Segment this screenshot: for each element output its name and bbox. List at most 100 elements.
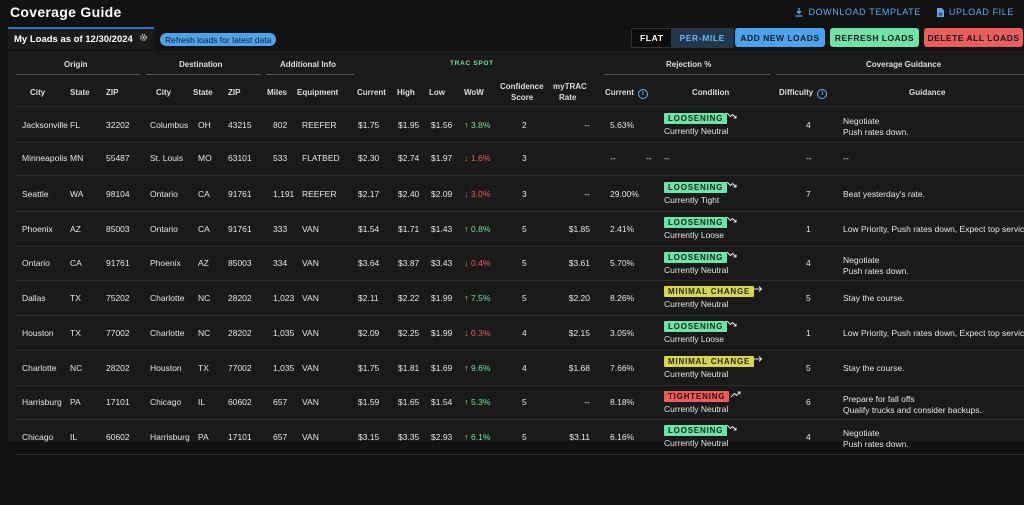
- cell-difficulty: 1: [806, 224, 811, 234]
- row-divider: [16, 142, 1024, 143]
- cell-dest-state: TX: [198, 363, 209, 373]
- cell-difficulty: 4: [806, 258, 811, 268]
- cell-high: $3.87: [398, 258, 420, 268]
- toggle-per-mile[interactable]: PER-MILE: [671, 29, 733, 47]
- cell-dest-state: IL: [198, 397, 206, 407]
- refresh-loads-button[interactable]: REFRESH LOADS: [830, 28, 919, 47]
- col-mytrac-rate: Rate: [559, 93, 577, 102]
- download-template-label: DOWNLOAD TEMPLATE: [808, 7, 921, 17]
- cell-mytrac: $1.85: [568, 224, 590, 234]
- cell-rejection-dash: --: [646, 153, 652, 163]
- group-additional-info: Additional Info: [280, 60, 336, 69]
- cell-mytrac: $2.20: [568, 293, 590, 303]
- cell-low: $1.99: [431, 293, 453, 303]
- download-icon: [795, 7, 803, 17]
- cell-guidance: Stay the course.: [843, 293, 905, 303]
- add-new-loads-button[interactable]: ADD NEW LOADS: [735, 28, 825, 47]
- col-dest-state: State: [193, 88, 213, 97]
- cell-difficulty: --: [806, 153, 812, 163]
- cell-state: WA: [70, 189, 84, 199]
- info-icon[interactable]: i: [637, 89, 648, 99]
- cell-high: $3.35: [398, 432, 420, 442]
- cell-current: $2.30: [358, 153, 380, 163]
- cell-mytrac: --: [584, 397, 590, 407]
- cell-dest-zip: 91761: [228, 224, 252, 234]
- status-badge: LOOSENING: [664, 321, 728, 332]
- col-confidence: Confidence: [500, 82, 544, 91]
- arrow-down-icon: ↓: [464, 328, 472, 338]
- wow-value: 0.3%: [471, 328, 491, 338]
- delete-all-loads-button[interactable]: DELETE ALL LOADS: [924, 28, 1023, 47]
- info-icon[interactable]: i: [817, 89, 828, 99]
- tab-row: My Loads as of 12/30/2024 Refresh loads …: [0, 27, 1024, 49]
- cell-condition: Currently Loose: [664, 334, 725, 344]
- cell-dest-zip: 85003: [228, 258, 252, 268]
- cell-high: $1.81: [398, 363, 420, 373]
- cell-miles: 657: [273, 397, 288, 407]
- refresh-loads-pill[interactable]: Refresh loads for latest data: [160, 33, 277, 46]
- wow-value: 1.6%: [471, 153, 491, 163]
- cell-confidence: 5: [522, 293, 527, 303]
- cell-condition: Currently Neutral: [664, 265, 729, 275]
- cell-equipment: VAN: [302, 258, 319, 268]
- cell-confidence: 5: [522, 258, 527, 268]
- top-links: DOWNLOAD TEMPLATE UPLOAD FILE: [795, 7, 1014, 17]
- cell-current: $2.09: [358, 328, 380, 338]
- page-title: Coverage Guide: [10, 4, 122, 20]
- cell-city: Houston: [22, 328, 54, 338]
- cell-guidance: --: [843, 153, 849, 163]
- cell-current: $3.64: [358, 258, 380, 268]
- toggle-flat[interactable]: FLAT: [632, 29, 672, 47]
- cell-low: $1.99: [431, 328, 453, 338]
- file-icon: [936, 7, 944, 17]
- cell-difficulty: 4: [806, 120, 811, 130]
- status-badge: LOOSENING: [664, 252, 728, 263]
- cell-wow: ↑ 0.8%: [464, 224, 490, 234]
- cell-city: Chicago: [22, 432, 54, 442]
- group-rejection: Rejection %: [666, 60, 712, 69]
- cell-guidance: Beat yesterday's rate.: [843, 189, 925, 199]
- cell-current: $1.54: [358, 224, 380, 234]
- rate-toggle: FLAT PER-MILE: [631, 28, 734, 48]
- arrow-up-icon: ↑: [464, 432, 472, 442]
- col-zip: ZIP: [106, 88, 119, 97]
- cell-miles: 657: [273, 432, 288, 442]
- cell-zip: 75202: [106, 293, 130, 303]
- row-divider: [16, 246, 1024, 247]
- col-difficulty: Difficulty i: [779, 88, 828, 99]
- cell-equipment: REEFER: [302, 120, 337, 130]
- arrow-right-icon: [754, 285, 763, 295]
- cell-high: $2.74: [398, 153, 420, 163]
- cell-city: Jacksonville: [22, 120, 68, 130]
- cell-miles: 1,191: [273, 189, 295, 199]
- cell-dest-zip: 91761: [228, 189, 252, 199]
- cell-guidance: Low Priority, Push rates down, Expect to…: [843, 224, 1024, 234]
- group-divider: [776, 74, 1024, 75]
- download-template-link[interactable]: DOWNLOAD TEMPLATE: [795, 7, 920, 17]
- cell-condition: Currently Loose: [664, 230, 725, 240]
- cell-state: CA: [70, 258, 82, 268]
- cell-dest-city: Harrisburg: [150, 432, 190, 442]
- cell-equipment: VAN: [302, 328, 319, 338]
- cell-zip: 28202: [106, 363, 130, 373]
- cell-equipment: VAN: [302, 224, 319, 234]
- cell-rejection-current: 7.66%: [610, 363, 635, 373]
- row-divider: [16, 350, 1024, 351]
- cell-condition: --: [664, 153, 670, 163]
- cell-miles: 802: [273, 120, 288, 130]
- col-rejection-current: Current i: [605, 88, 648, 99]
- cell-guidance-detail: Qualify trucks and consider backups.: [843, 405, 982, 415]
- arrow-down-icon: ↓: [464, 189, 472, 199]
- cell-wow: ↓ 1.6%: [464, 153, 490, 163]
- gear-icon[interactable]: [139, 33, 148, 45]
- loads-table: Origin Destination Additional Info TRAC …: [8, 51, 1024, 455]
- row-divider: [16, 419, 1024, 420]
- cell-equipment: VAN: [302, 293, 319, 303]
- tab-my-loads[interactable]: My Loads as of 12/30/2024: [8, 27, 154, 49]
- cell-dest-city: Ontario: [150, 224, 178, 234]
- cell-miles: 334: [273, 258, 288, 268]
- cell-dest-city: St. Louis: [150, 153, 184, 163]
- cell-dest-city: Charlotte: [150, 328, 185, 338]
- upload-file-link[interactable]: UPLOAD FILE: [936, 7, 1014, 17]
- cell-state: MN: [70, 153, 84, 163]
